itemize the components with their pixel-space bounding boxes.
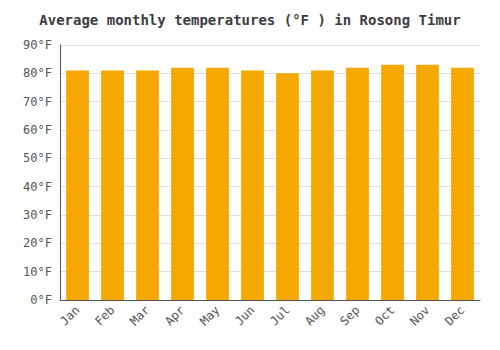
svg-text:Jun: Jun <box>232 303 257 328</box>
svg-text:Oct: Oct <box>372 303 397 328</box>
svg-text:80°F: 80°F <box>23 66 52 80</box>
svg-text:30°F: 30°F <box>23 208 52 222</box>
svg-text:Jan: Jan <box>57 303 82 328</box>
svg-text:Feb: Feb <box>92 303 117 328</box>
svg-text:May: May <box>197 303 222 328</box>
svg-text:Dec: Dec <box>442 303 467 328</box>
svg-text:70°F: 70°F <box>23 95 52 109</box>
svg-text:20°F: 20°F <box>23 236 52 250</box>
svg-text:90°F: 90°F <box>23 38 52 52</box>
svg-text:0°F: 0°F <box>30 293 52 307</box>
svg-text:Nov: Nov <box>407 303 432 328</box>
svg-text:Sep: Sep <box>337 303 362 328</box>
svg-text:Aug: Aug <box>302 303 327 328</box>
svg-text:Average monthly temperatures (: Average monthly temperatures (°F ) in Ro… <box>39 12 460 28</box>
svg-text:Mar: Mar <box>127 303 152 328</box>
svg-text:40°F: 40°F <box>23 180 52 194</box>
svg-text:Apr: Apr <box>162 303 187 328</box>
svg-text:10°F: 10°F <box>23 265 52 279</box>
svg-text:50°F: 50°F <box>23 151 52 165</box>
svg-text:Jul: Jul <box>267 303 292 328</box>
svg-text:60°F: 60°F <box>23 123 52 137</box>
